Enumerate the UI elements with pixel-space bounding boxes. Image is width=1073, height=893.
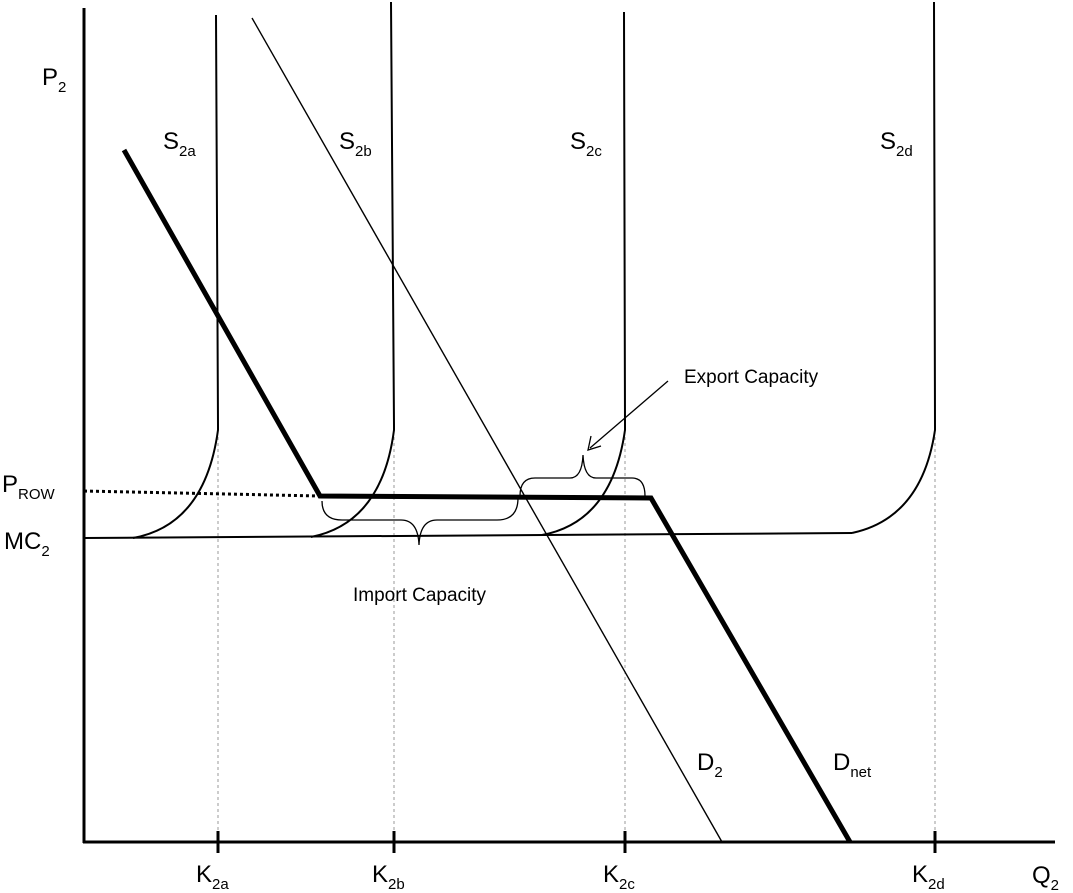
k2c-label: K2c	[603, 861, 635, 893]
supply-label-2d: S2d	[880, 128, 913, 160]
labels: P2 Q2 S2a S2b S2c S2d K2a K2b K2c K2d PR…	[2, 64, 1059, 893]
supply-label-2c: S2c	[570, 128, 602, 160]
supply-curve-2a	[132, 14, 219, 539]
supply-curve-2c	[541, 11, 626, 536]
x-axis-label: Q2	[1032, 862, 1059, 893]
supply-curve-2b	[310, 1, 395, 538]
mc2-line	[83, 532, 853, 539]
demand-dnet	[121, 148, 853, 844]
mc2-label: MC2	[4, 528, 50, 560]
k2b-label: K2b	[372, 861, 405, 893]
d2-label: D2	[697, 749, 723, 781]
supply-curve-2d	[851, 1, 936, 534]
x-ticks	[216, 831, 937, 853]
y-axis-label: P2	[42, 64, 66, 96]
import-capacity-label: Import Capacity	[353, 585, 487, 606]
supply-label-2b: S2b	[339, 128, 372, 160]
prow-line	[83, 489, 321, 498]
export-arrow	[587, 380, 669, 451]
import-capacity-brace	[321, 497, 519, 546]
supply-curves	[132, 1, 936, 539]
k2d-label: K2d	[912, 861, 945, 893]
axes	[82, 8, 1055, 844]
demand-d2	[251, 17, 723, 843]
export-capacity-brace	[519, 454, 646, 497]
capacity-guides	[217, 425, 936, 842]
supply-label-2a: S2a	[163, 128, 196, 160]
k2a-label: K2a	[196, 861, 229, 893]
dnet-label: Dnet	[833, 749, 872, 781]
export-capacity-label: Export Capacity	[684, 367, 819, 388]
prow-label: PROW	[2, 471, 56, 503]
